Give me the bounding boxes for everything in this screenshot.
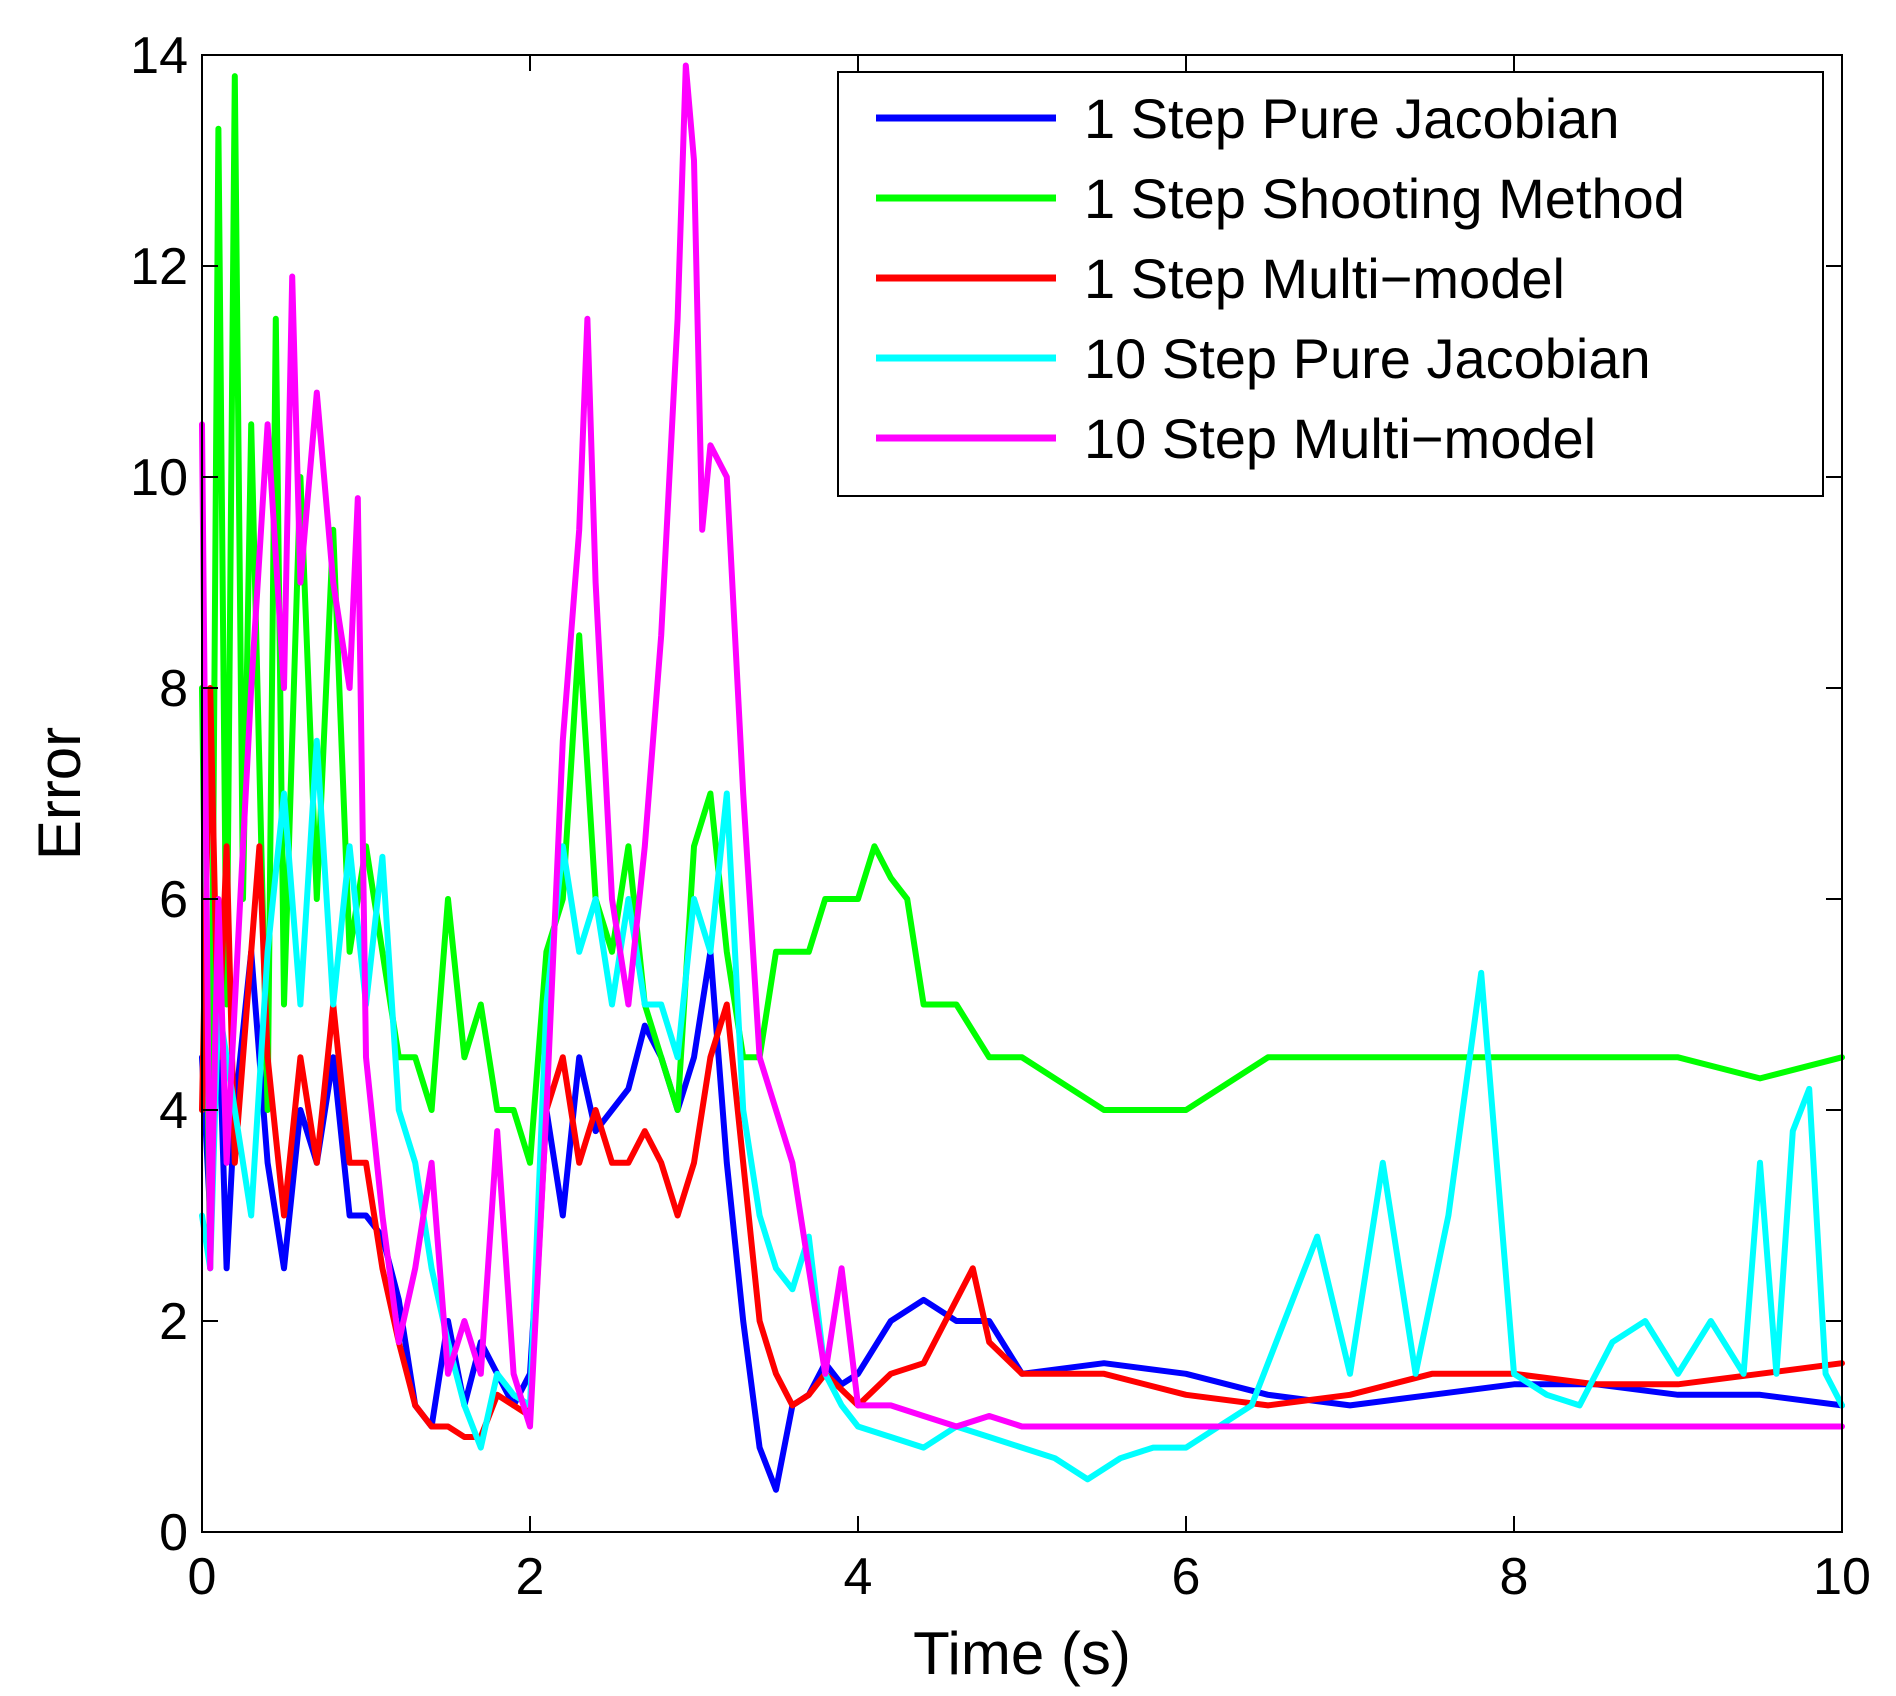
legend: 1 Step Pure Jacobian 1 Step Shooting Meth… <box>837 71 1824 497</box>
y-tick-label-5: 10 <box>130 449 188 507</box>
legend-label-3: 10 Step Pure Jacobian <box>1084 327 1651 390</box>
y-tick-label-0: 0 <box>159 1504 188 1562</box>
series-line-3 <box>199 737 1845 1483</box>
x-tick-label-0: 0 <box>188 1548 217 1606</box>
series-layer <box>199 62 1845 1493</box>
y-tick-label-3: 6 <box>159 871 188 929</box>
legend-label-2: 1 Step Multi−model <box>1084 247 1565 310</box>
y-tick-label-2: 4 <box>159 1082 188 1140</box>
legend-label-0: 1 Step Pure Jacobian <box>1084 87 1619 150</box>
y-tick-label-6: 12 <box>130 238 188 296</box>
series-line-2 <box>199 685 1845 1440</box>
legend-label-1: 1 Step Shooting Method <box>1084 167 1685 230</box>
series-line-4 <box>199 62 1845 1430</box>
x-tick-label-3: 6 <box>1172 1548 1201 1606</box>
plot-area-frame <box>201 54 1843 1533</box>
y-tick-label-7: 14 <box>130 27 188 85</box>
x-tick-label-5: 10 <box>1813 1548 1871 1606</box>
y-tick-label-4: 8 <box>159 660 188 718</box>
y-tick-label-1: 2 <box>159 1293 188 1351</box>
legend-box <box>837 71 1824 497</box>
x-tick-label-2: 4 <box>844 1548 873 1606</box>
y-axis-label: Error <box>26 727 93 860</box>
x-tick-label-1: 2 <box>516 1548 545 1606</box>
axis-ticks: 0 2 4 6 8 10 0 2 4 6 8 10 12 14 <box>130 27 1871 1606</box>
legend-label-4: 10 Step Multi−model <box>1084 407 1596 470</box>
x-axis-label: Time (s) <box>913 1620 1131 1687</box>
x-tick-label-4: 8 <box>1500 1548 1529 1606</box>
